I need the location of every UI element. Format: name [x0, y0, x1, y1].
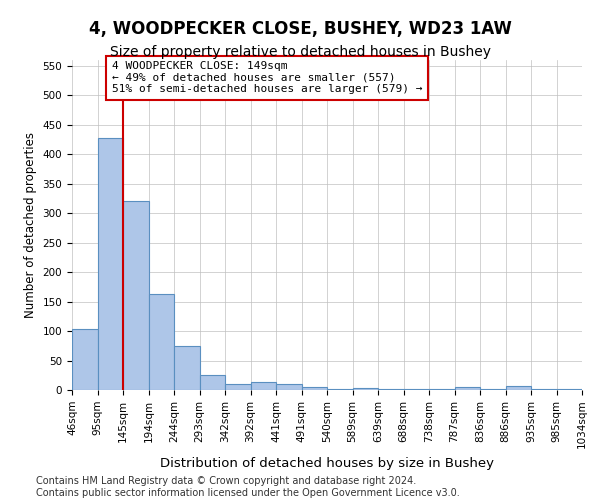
Bar	[149, 294, 174, 390]
Text: 4, WOODPECKER CLOSE, BUSHEY, WD23 1AW: 4, WOODPECKER CLOSE, BUSHEY, WD23 1AW	[89, 20, 511, 38]
Bar	[225, 384, 251, 390]
Bar	[174, 346, 199, 390]
Y-axis label: Number of detached properties: Number of detached properties	[24, 132, 37, 318]
Text: Size of property relative to detached houses in Bushey: Size of property relative to detached ho…	[110, 45, 491, 59]
Bar	[251, 382, 276, 390]
Bar	[72, 328, 97, 390]
Bar	[353, 388, 378, 390]
Bar	[455, 387, 480, 390]
X-axis label: Distribution of detached houses by size in Bushey: Distribution of detached houses by size …	[160, 456, 494, 469]
Bar	[97, 138, 123, 390]
Bar	[199, 374, 225, 390]
Bar	[276, 384, 302, 390]
Bar	[505, 386, 531, 390]
Text: 4 WOODPECKER CLOSE: 149sqm
← 49% of detached houses are smaller (557)
51% of sem: 4 WOODPECKER CLOSE: 149sqm ← 49% of deta…	[112, 61, 422, 94]
Bar	[123, 201, 149, 390]
Text: Contains HM Land Registry data © Crown copyright and database right 2024.
Contai: Contains HM Land Registry data © Crown c…	[36, 476, 460, 498]
Bar	[302, 387, 327, 390]
